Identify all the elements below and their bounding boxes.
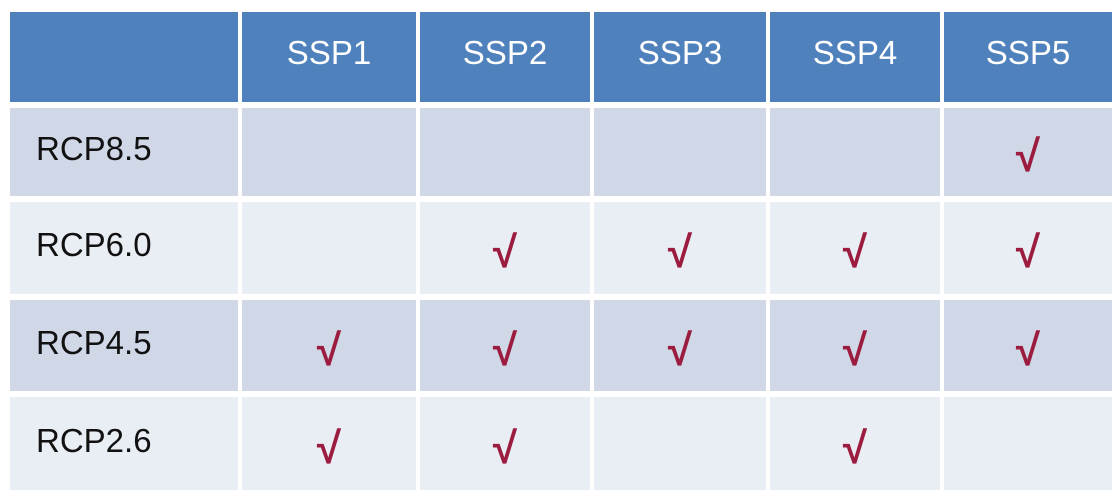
check-mark-icon: √: [944, 300, 1112, 391]
empty-cell: [594, 397, 766, 490]
column-header-ssp3: SSP3: [594, 12, 766, 102]
empty-cell: [242, 202, 416, 294]
check-mark-icon: √: [420, 300, 590, 391]
check-mark-icon: √: [944, 202, 1112, 294]
check-mark-icon: √: [770, 300, 940, 391]
row-label-rcp8-5: RCP8.5: [10, 108, 238, 196]
column-header-ssp1: SSP1: [242, 12, 416, 102]
empty-cell: [420, 108, 590, 196]
check-mark-icon: √: [594, 300, 766, 391]
empty-cell: [594, 108, 766, 196]
check-mark-icon: √: [944, 108, 1112, 196]
check-mark-icon: √: [242, 397, 416, 490]
check-mark-icon: √: [242, 300, 416, 391]
empty-cell: [944, 397, 1112, 490]
row-label-rcp2-6: RCP2.6: [10, 397, 238, 490]
column-header-ssp4: SSP4: [770, 12, 940, 102]
check-mark-icon: √: [770, 202, 940, 294]
row-label-rcp4-5: RCP4.5: [10, 300, 238, 391]
check-mark-icon: √: [594, 202, 766, 294]
empty-cell: [242, 108, 416, 196]
column-header-ssp5: SSP5: [944, 12, 1112, 102]
empty-cell: [770, 108, 940, 196]
row-label-rcp6-0: RCP6.0: [10, 202, 238, 294]
check-mark-icon: √: [420, 202, 590, 294]
check-mark-icon: √: [770, 397, 940, 490]
column-header-ssp2: SSP2: [420, 12, 590, 102]
check-mark-icon: √: [420, 397, 590, 490]
scenario-matrix-table: SSP1 SSP2 SSP3 SSP4 SSP5 RCP8.5 √ RCP6.0 √ √ √ √ RCP…: [10, 12, 1112, 490]
header-corner-cell: [10, 12, 238, 102]
